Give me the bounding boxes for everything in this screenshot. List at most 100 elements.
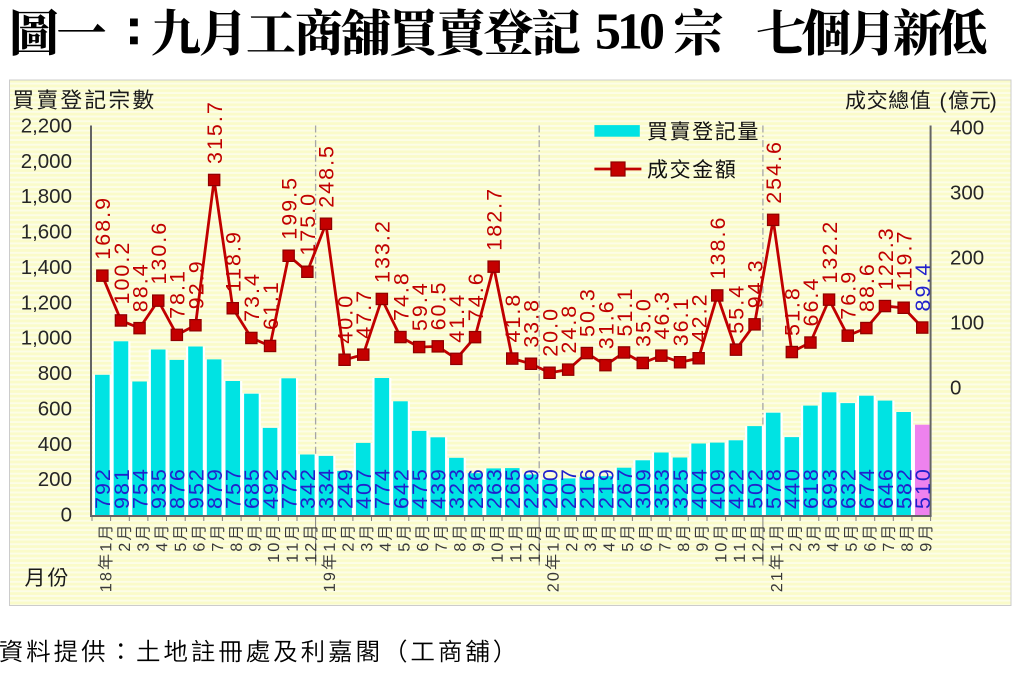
svg-text:757: 757	[222, 467, 246, 509]
svg-text:35.0: 35.0	[632, 297, 656, 347]
svg-text:20.0: 20.0	[538, 307, 562, 357]
svg-text:60.5: 60.5	[427, 281, 451, 331]
svg-text:300: 300	[950, 182, 984, 205]
svg-text:74.8: 74.8	[389, 271, 413, 321]
svg-text:88.6: 88.6	[855, 262, 879, 312]
svg-text:510: 510	[595, 4, 665, 61]
svg-text:132.2: 132.2	[818, 220, 842, 284]
svg-text:400: 400	[950, 117, 984, 140]
svg-text:133.2: 133.2	[371, 219, 395, 283]
svg-text:876: 876	[166, 467, 190, 509]
svg-text:73.4: 73.4	[240, 272, 264, 322]
svg-text:404: 404	[687, 467, 711, 509]
svg-text:774: 774	[371, 467, 395, 509]
svg-text:772: 772	[278, 467, 302, 509]
svg-text:439: 439	[427, 467, 451, 509]
svg-text:55.4: 55.4	[725, 284, 749, 334]
svg-text:422: 422	[725, 467, 749, 509]
svg-text:1,000: 1,000	[21, 327, 72, 350]
svg-text:200: 200	[950, 247, 984, 270]
svg-text:216: 216	[576, 467, 600, 509]
svg-text:2,200: 2,200	[21, 115, 72, 138]
svg-text:674: 674	[855, 467, 879, 509]
svg-text:1,200: 1,200	[21, 291, 72, 314]
svg-text:1,600: 1,600	[21, 221, 72, 244]
svg-text:263: 263	[483, 467, 507, 509]
svg-text:1,400: 1,400	[21, 256, 72, 279]
svg-text:31.6: 31.6	[594, 299, 618, 349]
svg-text:315.7: 315.7	[203, 100, 227, 164]
svg-text:265: 265	[501, 467, 525, 509]
svg-text:36.1: 36.1	[669, 296, 693, 346]
svg-text:(: (	[940, 90, 947, 113]
svg-text:600: 600	[38, 397, 72, 420]
svg-text:800: 800	[38, 362, 72, 385]
svg-text:2,000: 2,000	[21, 150, 72, 173]
svg-text:): )	[990, 90, 997, 113]
svg-text:94.3: 94.3	[743, 258, 767, 308]
svg-text:879: 879	[203, 467, 227, 509]
svg-text:119.7: 119.7	[892, 230, 916, 292]
svg-text:407: 407	[352, 467, 376, 509]
svg-text:200: 200	[38, 468, 72, 491]
svg-text:88.4: 88.4	[128, 262, 152, 312]
svg-text:41.4: 41.4	[445, 293, 469, 343]
svg-text:792: 792	[91, 467, 115, 509]
svg-text:646: 646	[874, 467, 898, 509]
svg-text:1,800: 1,800	[21, 185, 72, 208]
svg-text:632: 632	[837, 467, 861, 509]
svg-text:92.9: 92.9	[184, 259, 208, 309]
svg-text:981: 981	[110, 467, 134, 509]
svg-text:642: 642	[389, 467, 413, 509]
svg-text:168.9: 168.9	[91, 196, 115, 260]
svg-text:400: 400	[38, 433, 72, 456]
svg-text:309: 309	[632, 467, 656, 509]
svg-text:50.3: 50.3	[576, 287, 600, 337]
svg-text:334: 334	[315, 467, 339, 509]
svg-text:325: 325	[669, 467, 693, 509]
svg-text:122.3: 122.3	[874, 226, 898, 290]
svg-text:342: 342	[296, 467, 320, 509]
svg-text:492: 492	[259, 467, 283, 509]
svg-text:175.0: 175.0	[296, 192, 320, 256]
svg-text:229: 229	[520, 467, 544, 509]
svg-text:236: 236	[464, 467, 488, 509]
svg-text:0: 0	[61, 504, 72, 527]
svg-text:47.7: 47.7	[352, 289, 376, 339]
svg-text:248.5: 248.5	[315, 144, 339, 208]
svg-text:618: 618	[799, 467, 823, 509]
svg-text:409: 409	[706, 467, 730, 509]
svg-text:200: 200	[538, 467, 562, 509]
svg-text:74.6: 74.6	[464, 271, 488, 321]
svg-text:100: 100	[950, 312, 984, 335]
svg-text:510: 510	[911, 467, 935, 509]
svg-text:693: 693	[818, 467, 842, 509]
svg-text:502: 502	[743, 467, 767, 509]
svg-text:182.7: 182.7	[483, 187, 507, 251]
svg-text:685: 685	[240, 467, 264, 509]
svg-text:267: 267	[613, 467, 637, 509]
svg-text:578: 578	[762, 467, 786, 509]
svg-text:130.6: 130.6	[147, 221, 171, 285]
svg-text:440: 440	[781, 467, 805, 509]
svg-text:207: 207	[557, 467, 581, 509]
svg-text:51.1: 51.1	[613, 287, 637, 337]
svg-text:0: 0	[950, 377, 961, 400]
svg-text:582: 582	[892, 467, 916, 509]
svg-text:935: 935	[147, 467, 171, 509]
svg-text:42.2: 42.2	[687, 292, 711, 342]
svg-text:254.6: 254.6	[762, 140, 786, 204]
svg-text:76.9: 76.9	[837, 270, 861, 320]
svg-text:51.8: 51.8	[781, 286, 805, 336]
svg-text:249: 249	[333, 467, 357, 509]
svg-text:40.0: 40.0	[333, 294, 357, 344]
svg-text:46.3: 46.3	[650, 290, 674, 340]
svg-text:323: 323	[445, 467, 469, 509]
svg-text:475: 475	[408, 467, 432, 509]
svg-text:118.9: 118.9	[222, 230, 246, 292]
svg-text:219: 219	[594, 467, 618, 509]
svg-text:41.8: 41.8	[501, 293, 525, 343]
svg-text:33.8: 33.8	[520, 298, 544, 348]
svg-text:59.4: 59.4	[408, 281, 432, 331]
svg-text:199.5: 199.5	[278, 176, 302, 240]
